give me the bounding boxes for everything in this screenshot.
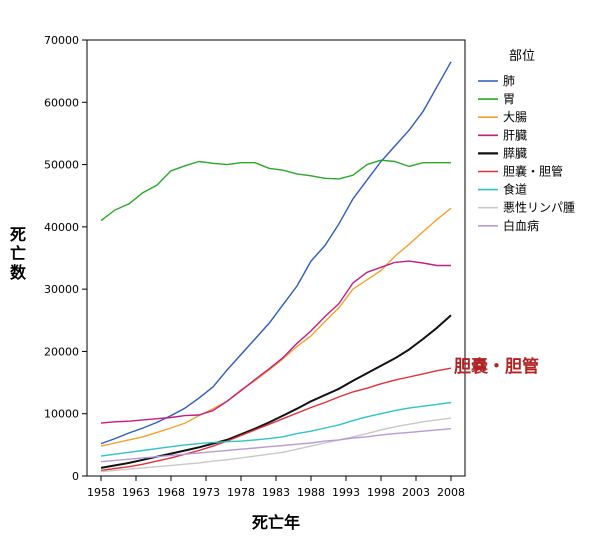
series-line-5 (100, 367, 452, 472)
x-tick-label: 1958 (87, 486, 115, 499)
x-tick-label: 1973 (192, 486, 220, 499)
y-axis: 0 10000 20000 30000 40000 50000 60000 70000 (44, 34, 87, 483)
x-tick-label: 1963 (122, 486, 150, 499)
x-tick-label: 2003 (402, 486, 430, 499)
legend-label: 胃 (503, 92, 515, 106)
x-tick-label: 1968 (157, 486, 185, 499)
x-tick-label: 2008 (437, 486, 465, 499)
legend-label: 食道 (503, 182, 527, 197)
x-tick-label: 1983 (262, 486, 290, 499)
y-tick-label: 40000 (44, 221, 79, 234)
legend-label: 悪性リンパ腫 (503, 201, 575, 215)
series-lines (100, 61, 452, 473)
legend-label: 肺 (503, 74, 515, 88)
series-line-0 (100, 61, 452, 445)
y-tick-label: 70000 (44, 34, 79, 47)
legend-label: 大腸 (503, 110, 527, 124)
series-line-3 (100, 260, 451, 424)
y-tick-label: 10000 (44, 408, 79, 421)
legend-label: 白血病 (503, 218, 539, 233)
plot-area: 0 10000 20000 30000 40000 50000 60000 70000 195… (44, 34, 466, 499)
legend-label: 膵臓 (503, 146, 527, 160)
series-line-4 (100, 314, 452, 469)
legend-label: 胆嚢・胆管 (503, 164, 563, 179)
y-axis-title: 死亡数 (10, 225, 27, 282)
x-tick-label: 1993 (332, 486, 360, 499)
y-tick-label: 30000 (44, 283, 79, 296)
series-line-8 (100, 428, 452, 463)
series-line-6 (100, 401, 452, 457)
annotation-label: 胆嚢・胆管 (454, 356, 539, 377)
y-tick-label: 60000 (44, 96, 79, 109)
legend-title: 部位 (509, 49, 535, 64)
y-tick-label: 20000 (44, 345, 79, 358)
series-line-1 (100, 159, 451, 222)
x-tick-label: 1988 (297, 486, 325, 499)
x-tick-label: 1978 (227, 486, 255, 499)
legend-label: 肝臓 (503, 128, 527, 142)
x-axis: 1958 1963 1968 1973 1978 1983 1988 1993 1998 2003… (87, 476, 465, 499)
series-line-2 (100, 207, 452, 447)
series-line-7 (100, 417, 452, 473)
y-tick-label: 0 (72, 470, 79, 483)
x-tick-label: 1998 (367, 486, 395, 499)
plot-frame (86, 39, 466, 477)
y-tick-label: 50000 (44, 159, 79, 172)
x-axis-title: 死亡年 (252, 513, 300, 532)
